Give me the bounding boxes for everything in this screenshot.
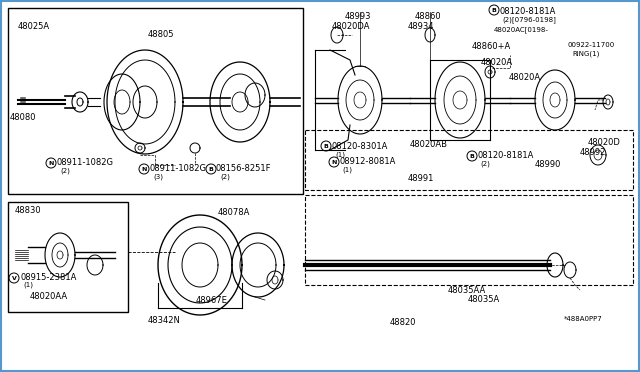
Text: 48860: 48860 (415, 12, 442, 21)
Text: 08156-8251F: 08156-8251F (216, 164, 271, 173)
Text: 48967E: 48967E (196, 296, 228, 305)
Text: 48990: 48990 (535, 160, 561, 169)
Bar (8, 202, 128, 312)
Text: 48993: 48993 (345, 12, 371, 21)
Text: (2): (2) (220, 173, 230, 180)
Text: V: V (12, 276, 17, 280)
Text: 08911-1082G: 08911-1082G (56, 158, 113, 167)
Text: 48020D: 48020D (588, 138, 621, 147)
Text: 48020DA: 48020DA (332, 22, 371, 31)
Text: B: B (209, 167, 213, 171)
Text: 08911-1082G: 08911-1082G (149, 164, 206, 173)
Text: 48860+A: 48860+A (472, 42, 511, 51)
Text: B: B (470, 154, 474, 158)
Text: 48020A: 48020A (481, 58, 513, 67)
Text: 48020AA: 48020AA (30, 292, 68, 301)
Text: 48820: 48820 (390, 318, 417, 327)
Text: 48992: 48992 (580, 148, 606, 157)
Text: 48991: 48991 (408, 174, 435, 183)
Text: 08915-2381A: 08915-2381A (20, 273, 76, 282)
Text: 08912-8081A: 08912-8081A (340, 157, 396, 166)
Text: 08120-8301A: 08120-8301A (332, 142, 388, 151)
Text: 08120-8181A: 08120-8181A (500, 7, 556, 16)
Text: 48035AA: 48035AA (448, 286, 486, 295)
Text: (2): (2) (480, 160, 490, 167)
Text: (1): (1) (342, 166, 352, 173)
Text: (3): (3) (153, 173, 163, 180)
Text: B: B (324, 144, 328, 148)
Text: 48830: 48830 (15, 206, 42, 215)
Text: 48934: 48934 (408, 22, 435, 31)
Text: (2): (2) (60, 167, 70, 173)
Text: RING(1): RING(1) (572, 50, 600, 57)
Text: 48078A: 48078A (218, 208, 250, 217)
Text: (1): (1) (23, 282, 33, 289)
Bar (305, 195, 633, 285)
Text: 48080: 48080 (10, 113, 36, 122)
Text: 48035A: 48035A (468, 295, 500, 304)
Text: *488A0PP7: *488A0PP7 (564, 316, 603, 322)
Text: (1): (1) (335, 151, 345, 157)
Text: N: N (48, 160, 54, 166)
Text: B: B (492, 7, 497, 13)
Text: N: N (141, 167, 147, 171)
Text: 48020AC[0198-: 48020AC[0198- (494, 26, 549, 33)
Bar (305, 130, 633, 190)
Text: 48020AB: 48020AB (410, 140, 448, 149)
Text: 48805: 48805 (148, 30, 175, 39)
Text: 00922-11700: 00922-11700 (568, 42, 615, 48)
Bar (8, 8, 303, 194)
Text: (2)[0796-0198]: (2)[0796-0198] (502, 16, 556, 23)
Text: N: N (332, 160, 337, 164)
Text: 48025A: 48025A (18, 22, 50, 31)
Text: 48342N: 48342N (148, 316, 181, 325)
Text: 08120-8181A: 08120-8181A (478, 151, 534, 160)
Text: 48020A: 48020A (509, 73, 541, 82)
